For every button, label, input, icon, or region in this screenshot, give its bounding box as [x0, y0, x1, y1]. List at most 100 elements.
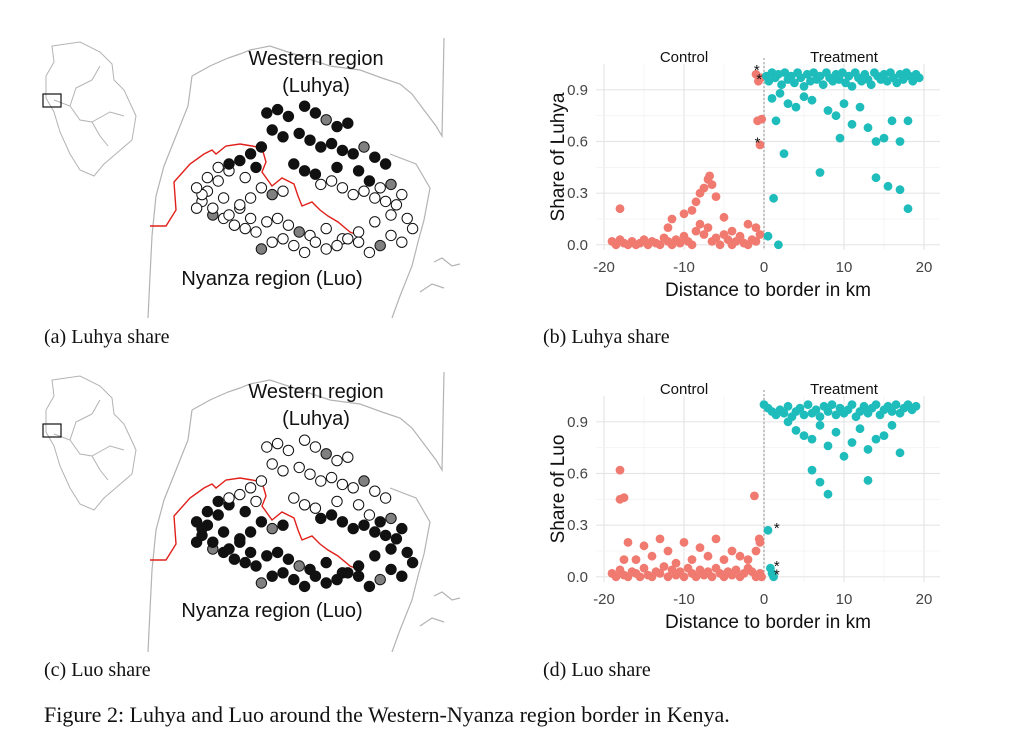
- map-point: [390, 533, 403, 545]
- treatment-point: [807, 434, 817, 444]
- treatment-point: [839, 451, 849, 461]
- map-point: [223, 158, 235, 170]
- map-point: [347, 482, 359, 494]
- map-point: [234, 533, 246, 545]
- x-tick-label: 20: [916, 259, 933, 276]
- map-point: [212, 509, 224, 521]
- control-point: [687, 555, 697, 564]
- treatment-point: [779, 408, 789, 418]
- map-point: [396, 570, 408, 582]
- scatter-luhya: -20 -10 0 10 200.00.30.60.9 *** Share of Luh…: [548, 49, 940, 301]
- control-point: [727, 546, 737, 556]
- map-point: [374, 516, 386, 528]
- map-point: [244, 526, 257, 538]
- map-point: [331, 495, 343, 508]
- map-point: [325, 509, 338, 521]
- control-point: [647, 551, 657, 561]
- map-point: [298, 434, 311, 446]
- control-point: [687, 240, 697, 250]
- map-point: [271, 103, 284, 116]
- treatment-point: [783, 401, 793, 411]
- region-label-north-sub: (Luhya): [282, 408, 350, 430]
- map-point: [207, 536, 219, 548]
- control-point: [655, 534, 665, 544]
- region-outline: [147, 371, 460, 652]
- map-point: [331, 161, 343, 174]
- group-label-treatment: Treatment: [810, 49, 879, 66]
- control-point: [619, 555, 629, 564]
- map-point: [385, 209, 397, 221]
- control-point: [743, 555, 753, 564]
- treatment-point: [815, 168, 825, 177]
- map-point: [239, 222, 251, 235]
- control-point: [623, 538, 633, 547]
- map-point: [385, 229, 397, 242]
- y-tick-label: 0.3: [567, 185, 588, 202]
- map-point: [234, 488, 246, 501]
- map-point: [358, 185, 370, 197]
- treatment-point: [763, 231, 773, 241]
- treatment-point: [871, 173, 881, 183]
- map-point: [352, 499, 365, 511]
- chart-grid: [596, 390, 940, 582]
- control-point: [687, 206, 697, 215]
- map-point: [244, 482, 257, 494]
- map-point: [304, 134, 316, 146]
- treatment-point: [879, 431, 889, 440]
- treatment-point: [815, 477, 825, 487]
- map-point: [255, 141, 268, 153]
- treatment-point: [847, 400, 857, 409]
- map-point: [331, 120, 343, 133]
- map-point: [325, 175, 338, 187]
- map-point: [266, 236, 278, 248]
- map-point: [212, 175, 224, 187]
- map-point: [309, 570, 322, 582]
- control-point: [679, 538, 689, 547]
- control-point: [751, 69, 761, 79]
- treatment-point: [771, 116, 781, 126]
- x-tick-label: 10: [836, 591, 853, 608]
- control-point: [715, 240, 725, 250]
- x-tick-label: -20: [593, 259, 615, 276]
- treatment-point: [791, 426, 801, 435]
- map-point: [363, 175, 376, 187]
- inset-locator-box: [42, 93, 62, 108]
- map-point: [315, 141, 327, 153]
- map-point: [379, 529, 392, 542]
- map-point: [288, 492, 300, 504]
- map-point: [396, 188, 408, 201]
- map-point: [325, 137, 338, 150]
- control-point: [719, 555, 729, 564]
- map-point: [385, 178, 397, 191]
- map-point: [298, 246, 311, 259]
- map-point: [228, 553, 241, 565]
- map-point: [331, 239, 343, 252]
- caption-a: (a) Luhya share: [44, 326, 170, 348]
- map-point: [277, 465, 289, 477]
- treatment-point: [855, 102, 865, 112]
- treatment-point: [903, 204, 913, 214]
- group-label-control: Control: [660, 381, 708, 398]
- map-point: [298, 580, 311, 593]
- region-border: [150, 477, 361, 571]
- map-point: [385, 512, 397, 525]
- map-point: [379, 158, 392, 170]
- map-point: [266, 458, 278, 470]
- y-tick-label: 0.3: [567, 517, 588, 534]
- map-point: [288, 158, 300, 170]
- y-tick-label: 0.0: [567, 569, 588, 586]
- kenya-inset: [45, 41, 137, 177]
- map-point-layer: [190, 100, 419, 259]
- kenya-inset: [45, 375, 137, 511]
- control-point: [695, 543, 705, 552]
- treatment-point: [914, 73, 924, 83]
- map-point: [234, 154, 246, 167]
- map-point: [298, 165, 311, 177]
- map-point: [239, 556, 251, 569]
- region-label-south: Nyanza region (Luo): [181, 600, 362, 622]
- control-point: [691, 572, 701, 582]
- map-point: [342, 117, 354, 129]
- map-point: [320, 556, 332, 569]
- control-point: [711, 192, 721, 202]
- control-point: [695, 219, 705, 229]
